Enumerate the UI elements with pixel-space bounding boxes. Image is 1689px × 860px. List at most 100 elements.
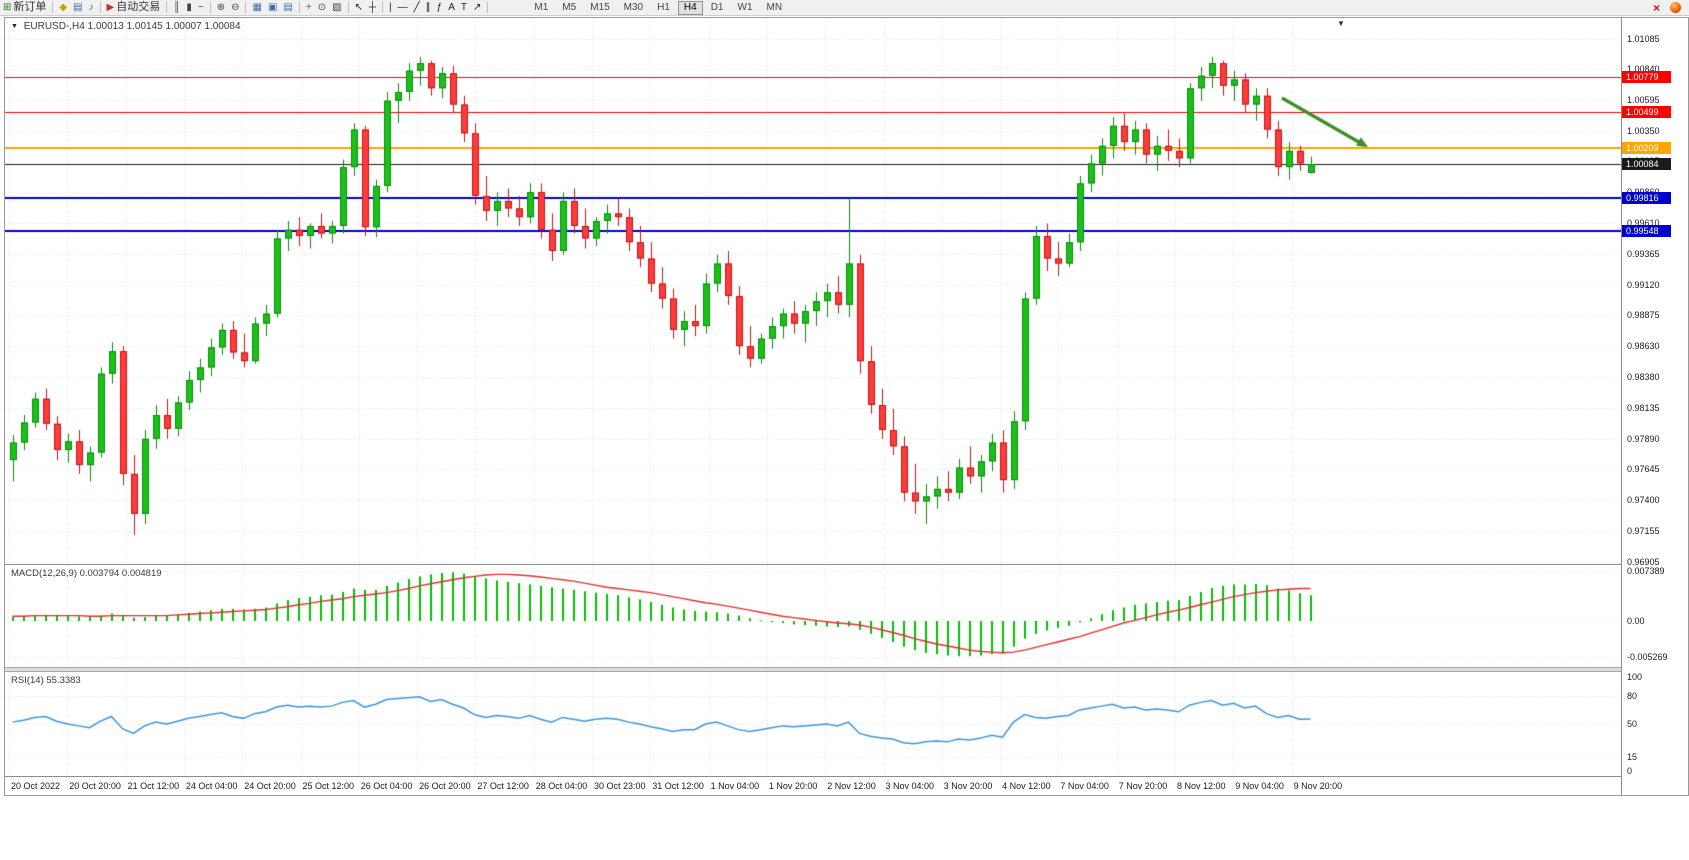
- time-tick-label: 9 Nov 20:00: [1293, 781, 1343, 791]
- timeframe-d1-button[interactable]: D1: [705, 1, 730, 15]
- autotrading-button-label: 自动交易: [116, 1, 161, 13]
- arrows-button[interactable]: ↗: [470, 0, 484, 15]
- timeframe-m30-button[interactable]: M30: [618, 1, 649, 15]
- price-tick-label: 0.97400: [1627, 495, 1660, 506]
- toolbar-separator: [382, 2, 384, 13]
- toolbar-separator: [166, 2, 168, 13]
- horizontal-line-button[interactable]: —: [395, 0, 411, 15]
- text-icon: A: [448, 1, 455, 13]
- channel-button[interactable]: ∥: [423, 0, 434, 15]
- time-tick-label: 7 Nov 04:00: [1060, 781, 1109, 791]
- macd-axis-label: 0.00: [1627, 616, 1645, 626]
- time-tick-label: 8 Nov 12:00: [1177, 781, 1226, 791]
- rsi-axis-label: 100: [1627, 671, 1643, 682]
- fibonacci-button[interactable]: ƒ: [434, 0, 446, 15]
- text-button[interactable]: A: [445, 0, 458, 15]
- zoom-out-icon: ⊖: [231, 1, 240, 13]
- price-tick-label: 0.98630: [1627, 341, 1660, 352]
- trendline-icon: ╱: [413, 1, 420, 13]
- time-tick-label: 3 Nov 04:00: [885, 781, 935, 791]
- rsi-panel-canvas[interactable]: [5, 672, 1621, 776]
- line-chart-type-button[interactable]: ~: [195, 0, 207, 15]
- time-tick-label: 24 Oct 20:00: [244, 781, 296, 791]
- symbol-period-label: EURUSD-,H4: [23, 21, 85, 32]
- toolbar-separator: [487, 2, 489, 13]
- add-indicator-icon: +: [305, 1, 312, 13]
- main-chart-canvas[interactable]: [5, 18, 1621, 564]
- time-tick-label: 27 Oct 12:00: [477, 781, 529, 791]
- label-button[interactable]: T: [458, 0, 470, 15]
- tile-windows-button[interactable]: ▦: [249, 0, 264, 15]
- market-watch-button[interactable]: ◆: [56, 0, 70, 15]
- resistance-line-2-badge[interactable]: 1.00499: [1622, 106, 1671, 119]
- chart-window: ▼ EURUSD-,H4 1.00013 1.00145 1.00007 1.0…: [4, 17, 1689, 796]
- crosshair-icon: ┼: [368, 1, 377, 13]
- zoom-in-icon: ⊕: [216, 1, 226, 13]
- toolbar: ⊞ 新订单 ◆ ▤ ♪ ▶ 自动交易 ║ ▮ ~ ⊕ ⊖ ▦ ▣ ▤ + ⊙ ▨ ↖ ┼ | — ╱ ∥ ƒ A T ↗ M1 M5 M1…: [0, 0, 1689, 16]
- timeframe-m1-button[interactable]: M1: [528, 1, 554, 15]
- notification-ball-button[interactable]: [1667, 0, 1684, 15]
- price-axis[interactable]: 1.010851.008401.005951.003501.001050.998…: [1621, 18, 1688, 795]
- zoom-in-button[interactable]: ⊕: [214, 0, 228, 15]
- price-tick-label: 0.97645: [1627, 464, 1660, 475]
- price-tick-label: 0.99365: [1627, 249, 1660, 260]
- time-tick-label: 26 Oct 04:00: [360, 781, 413, 791]
- period-clock-button[interactable]: ⊙: [315, 0, 329, 15]
- time-tick-label: 9 Nov 04:00: [1235, 781, 1284, 791]
- rsi-axis-label: 15: [1627, 751, 1638, 762]
- sounds-button[interactable]: ♪: [86, 0, 97, 15]
- close-chart-button[interactable]: ×: [1650, 0, 1663, 15]
- timeframe-mn-button[interactable]: MN: [761, 1, 789, 15]
- crosshair-button[interactable]: ┼: [366, 0, 379, 15]
- new-order-button[interactable]: ⊞ 新订单: [0, 0, 49, 15]
- add-indicator-button[interactable]: +: [303, 0, 315, 15]
- time-tick-label: 4 Nov 12:00: [1002, 781, 1051, 791]
- period-clock-icon: ⊙: [317, 1, 327, 13]
- market-watch-icon: ◆: [59, 1, 68, 13]
- timeframe-m15-button[interactable]: M15: [584, 1, 615, 15]
- fibonacci-icon: ƒ: [436, 1, 443, 13]
- price-tick-label: 0.99120: [1627, 279, 1660, 290]
- sounds-icon: ♪: [88, 1, 94, 13]
- toolbar-separator: [99, 2, 101, 13]
- macd-panel-canvas[interactable]: [5, 565, 1621, 667]
- label-icon: T: [460, 1, 467, 13]
- timeframe-w1-button[interactable]: W1: [732, 1, 759, 15]
- timeframe-h1-button[interactable]: H1: [651, 1, 676, 15]
- time-tick-label: 28 Oct 04:00: [535, 781, 588, 791]
- cascade-windows-button[interactable]: ▣: [265, 0, 280, 15]
- support-line-1-badge[interactable]: 0.99816: [1622, 191, 1671, 204]
- cursor-icon: ↖: [354, 1, 363, 13]
- rsi-timeaxis-separator: [5, 776, 1621, 777]
- rsi-axis-label: 0: [1627, 766, 1633, 777]
- macd-axis-label: -0.005269: [1627, 651, 1668, 662]
- timeframe-m5-button[interactable]: M5: [556, 1, 582, 15]
- time-axis[interactable]: 20 Oct 2022 20 Oct 20:00 21 Oct 12:00 24 Oc…: [5, 777, 1621, 795]
- autotrading-icon: ▶: [106, 1, 115, 13]
- zoom-out-button[interactable]: ⊖: [228, 0, 242, 15]
- trendline-button[interactable]: ╱: [411, 0, 423, 15]
- timeframe-h4-button[interactable]: H4: [677, 0, 703, 15]
- price-tick-label: 1.00840: [1627, 64, 1660, 75]
- current-price-line-badge[interactable]: 1.00084: [1622, 158, 1671, 171]
- time-tick-label: 21 Oct 12:00: [127, 781, 180, 791]
- candlestick-type-button[interactable]: ▮: [183, 0, 195, 15]
- cursor-button[interactable]: ↖: [352, 0, 366, 15]
- resistance-line-1-badge[interactable]: 1.00779: [1622, 71, 1671, 84]
- macd-rsi-splitter[interactable]: [5, 667, 1621, 672]
- arrange-windows-button[interactable]: ▤: [280, 0, 295, 15]
- one-click-trading-arrow-icon[interactable]: ▼: [11, 23, 18, 30]
- new-order-button-label: 新订单: [13, 1, 47, 13]
- pivot-line-badge[interactable]: 1.00209: [1622, 142, 1671, 155]
- rsi-axis-label: 80: [1627, 690, 1638, 701]
- autotrading-button[interactable]: ▶ 自动交易: [104, 0, 164, 15]
- bar-chart-type-button[interactable]: ║: [170, 0, 183, 15]
- main-macd-separator: [5, 564, 1621, 565]
- ohlc-values: 1.00013 1.00145 1.00007 1.00084: [87, 21, 241, 32]
- price-tick-label: 1.00350: [1627, 125, 1660, 136]
- template-button[interactable]: ▨: [329, 0, 344, 15]
- navigator-button[interactable]: ▤: [70, 0, 85, 15]
- support-line-2-badge[interactable]: 0.99548: [1622, 225, 1671, 238]
- vertical-line-button[interactable]: |: [386, 0, 395, 15]
